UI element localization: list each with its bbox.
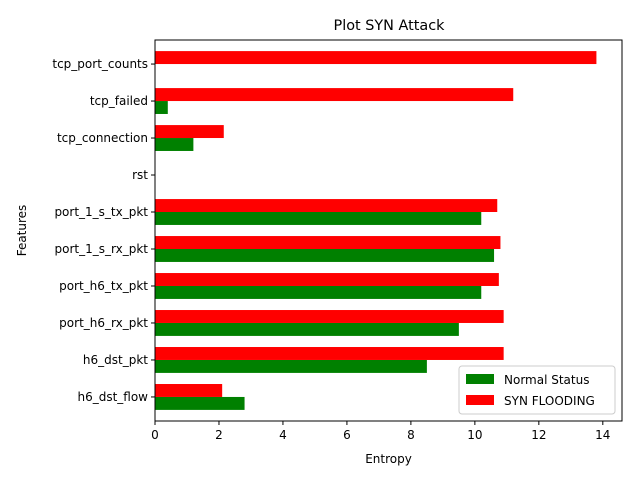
bar-syn-flooding-port-1-s-tx-pkt [155, 199, 498, 213]
y-tick-label: tcp_failed [90, 94, 148, 108]
x-tick-label: 14 [595, 428, 610, 442]
chart-title: Plot SYN Attack [334, 18, 446, 34]
y-tick-label: tcp_connection [57, 131, 148, 145]
bars-group [155, 51, 597, 410]
y-tick-label: port_1_s_rx_pkt [55, 242, 149, 256]
bar-normal-status-port-h6-rx-pkt [155, 322, 459, 336]
bar-normal-status-tcp-failed [155, 101, 168, 114]
y-tick-label: tcp_port_counts [52, 57, 148, 71]
y-axis-label: Features [15, 205, 29, 257]
legend-swatch-normal-status [466, 374, 494, 384]
bar-syn-flooding-tcp-port-counts [155, 51, 597, 65]
x-axis-ticks: 0 2 4 6 8 10 12 14 [151, 421, 610, 442]
legend-box [458, 365, 616, 415]
y-tick-label: h6_dst_flow [77, 390, 148, 404]
bar-syn-flooding-h6-dst-pkt [155, 347, 504, 360]
y-tick-label: h6_dst_pkt [83, 353, 148, 367]
y-tick-label: rst [132, 168, 148, 182]
bar-syn-flooding-port-h6-rx-pkt [155, 310, 504, 323]
x-tick-label: 12 [531, 428, 546, 442]
legend-label-normal-status: Normal Status [504, 373, 589, 387]
x-tick-label: 8 [407, 428, 415, 442]
x-tick-label: 0 [151, 428, 159, 442]
axes-frame [154, 39, 623, 422]
y-axis-ticks: h6_dst_flow h6_dst_pkt port_h6_rx_pkt port_… [52, 57, 155, 404]
x-axis-label: Entropy [365, 452, 412, 466]
bar-normal-status-port-1-s-rx-pkt [155, 248, 495, 262]
bar-normal-status-port-h6-tx-pkt [155, 285, 482, 299]
bar-syn-flooding-port-h6-tx-pkt [155, 273, 499, 286]
bar-syn-flooding-port-1-s-rx-pkt [155, 236, 501, 249]
x-tick-label: 4 [279, 428, 287, 442]
legend-swatch-syn-flooding [466, 395, 494, 405]
y-tick-label: port_h6_rx_pkt [59, 316, 148, 330]
bar-syn-flooding-tcp-connection [155, 125, 224, 139]
bar-normal-status-port-1-s-tx-pkt [155, 212, 482, 225]
bar-syn-flooding-h6-dst-flow [155, 384, 223, 397]
x-tick-label: 10 [467, 428, 482, 442]
bar-syn-flooding-tcp-failed [155, 88, 514, 102]
bar-normal-status-h6-dst-pkt [155, 359, 427, 373]
bar-normal-status-tcp-connection [155, 138, 194, 151]
x-tick-label: 2 [215, 428, 223, 442]
bar-normal-status-h6-dst-flow [155, 396, 245, 410]
y-tick-label: port_1_s_tx_pkt [54, 205, 148, 219]
y-tick-label: port_h6_tx_pkt [59, 279, 148, 293]
legend: Normal Status SYN FLOODING [458, 365, 616, 415]
x-tick-label: 6 [343, 428, 351, 442]
legend-label-syn-flooding: SYN FLOODING [504, 394, 595, 408]
